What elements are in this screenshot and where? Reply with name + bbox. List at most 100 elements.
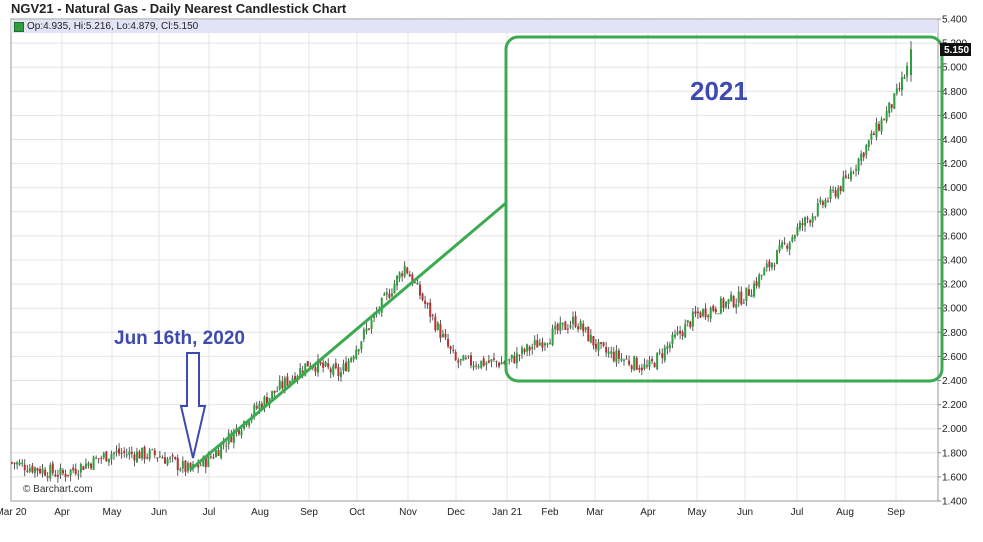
candle-body [441,333,444,338]
y-tick-label: 4.200 [942,159,967,170]
candle-body [755,281,758,286]
candle-body [156,457,159,459]
candle-body [197,463,200,468]
candle-body [449,346,452,350]
candle-body [880,119,883,132]
candle-body [699,312,702,318]
candle-body [691,311,694,327]
y-tick-label: 3.800 [942,207,967,218]
candle-body [860,153,863,161]
y-tick-label: 2.800 [942,328,967,339]
candle-body [319,361,322,364]
candle-body [895,88,898,94]
candle-body [291,378,294,384]
copyright: © Barchart.com [23,484,93,495]
candle-body [123,450,126,453]
candle-body [102,453,105,458]
candle-body [623,359,625,361]
candle-body [419,284,421,296]
candle-body [475,365,478,367]
candle-body [217,450,220,456]
candle-body [523,349,526,353]
candle-body [574,315,577,327]
candle-body [893,93,896,109]
candle-body [278,380,281,390]
candle-body [781,242,784,248]
x-axis-ticks: Mar 20 Apr May Jun Jul Aug Sep Oct Nov Dec Jan 21 F… [0,507,905,518]
candle-body [406,267,409,274]
candle-body [801,222,804,226]
candle-body [352,356,355,360]
candle-body [485,362,488,365]
candle-body [426,302,429,305]
candle-body [827,200,829,202]
candle-body [875,122,878,138]
candle-body [439,323,442,339]
candle-body [630,365,633,370]
candle-body [878,123,880,131]
x-tick-label: Aug [251,507,269,518]
candle-body [719,298,722,314]
candle-body [286,376,289,386]
x-tick-label: Jun [151,507,167,518]
candle-body [561,322,564,325]
candle-body [186,463,189,472]
candle-body [393,283,396,294]
candle-body [176,457,179,470]
candle-body [600,342,603,344]
candle-body [21,462,24,464]
candle-body [747,289,750,296]
y-tick-label: 2.600 [942,352,967,363]
candle-body [515,352,518,364]
candle-body [503,362,506,364]
chart-title: NGV21 - Natural Gas - Daily Nearest Cand… [11,1,347,16]
candle-body [464,357,467,359]
candle-body [686,320,689,323]
candle-body [390,293,393,297]
candle-body [263,396,266,408]
candle-body [273,390,276,393]
candle-body [849,171,852,180]
candle-body [559,322,562,331]
highlight-box-2021 [504,35,944,383]
candle-body [72,467,75,471]
candle-body [472,365,475,368]
candle-body [788,242,791,250]
candle-body [750,294,753,298]
candle-body [179,469,182,471]
candle-body [314,367,317,372]
candle-body [184,460,187,472]
candle-body [13,462,16,465]
candle-body [763,268,766,276]
candle-body [260,403,263,409]
candle-body [829,189,832,199]
candle-body [765,263,768,268]
candle-body [158,456,161,458]
candle-body [855,168,858,171]
candle-body [490,359,493,362]
candle-body [204,457,207,468]
candle-body [607,351,610,354]
y-tick-label: 4.400 [942,135,967,146]
candle-body [717,313,720,315]
candle-body [633,356,636,371]
y-tick-label: 2.200 [942,400,967,411]
candle-body [546,343,549,345]
candle-body [413,282,416,284]
series-swatch-icon [14,22,24,32]
x-tick-label: Sep [887,507,905,518]
x-tick-label: Mar 20 [0,507,27,518]
candle-body [220,444,223,458]
candle-body [398,272,401,279]
candle-body [844,175,847,178]
candle-body [651,359,654,362]
candle-body [533,340,536,346]
x-tick-label: Apr [640,507,656,518]
candle-body [740,291,743,305]
candle-body [64,473,67,478]
y-tick-label: 1.400 [942,497,967,508]
candle-body [360,341,363,350]
x-tick-label: Jun [737,507,753,518]
y-tick-label: 3.000 [942,304,967,315]
candle-body [492,358,495,360]
